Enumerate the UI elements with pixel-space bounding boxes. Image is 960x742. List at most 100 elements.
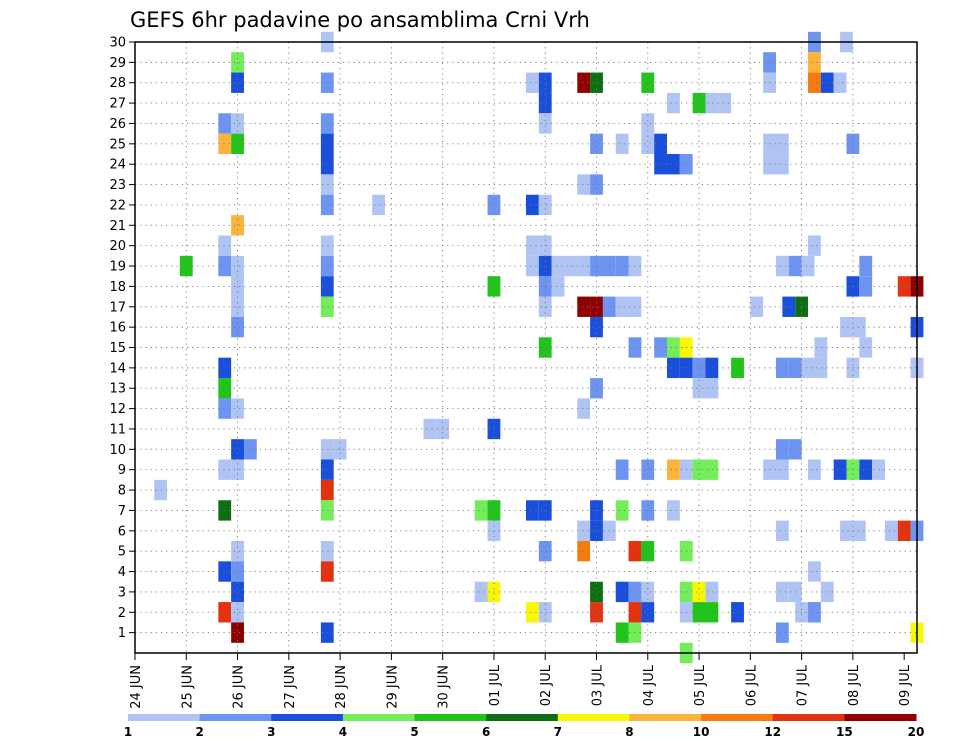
heatmap-cell [641,459,655,480]
heatmap-cell [705,602,719,623]
heatmap-cell [705,378,719,399]
heatmap-cell [667,500,680,521]
colorbar-swatch [128,714,201,721]
heatmap-cell [641,602,655,623]
x-tick-label: 08 JUL [847,664,862,706]
y-axis-ticks: 1234567891011121314151617181920212223242… [109,36,135,641]
colorbar-swatch [844,714,917,721]
heatmap-cell [423,418,437,440]
heatmap-cell [775,520,789,541]
heatmap-cell [897,276,911,297]
heatmap-cell [840,316,853,338]
heatmap-cell [218,398,232,419]
heatmap-cell [231,398,244,419]
heatmap-cell [538,296,552,317]
x-tick-label: 05 JUL [693,664,708,706]
heatmap-cell [808,602,821,623]
y-tick-label: 7 [118,504,126,519]
heatmap-cell [615,255,629,277]
heatmap-cell [320,479,334,501]
y-tick-label: 28 [109,76,126,91]
heatmap-cell [320,235,334,256]
heatmap-cell [320,540,334,562]
heatmap-cell [577,520,591,541]
heatmap-cell [231,439,244,460]
colorbar-swatch [271,714,344,721]
colorbar-label: 15 [836,725,853,739]
heatmap-cell [782,296,796,317]
x-tick-label: 30 JUN [437,665,452,709]
y-tick-label: 27 [109,97,126,112]
heatmap-cell [788,581,802,603]
heatmap-cell [218,113,232,134]
y-tick-label: 15 [109,341,126,356]
heatmap-cell [333,439,347,460]
x-tick-label: 29 JUN [385,665,400,709]
heatmap-cell [218,357,232,379]
heatmap-cell [859,459,873,480]
y-tick-label: 22 [109,198,126,213]
heatmap-cell [577,540,591,562]
y-tick-label: 13 [109,382,126,397]
colorbar-swatch [414,714,487,721]
heatmap-cell [775,439,789,460]
heatmap-cell [775,133,789,155]
heatmap-cell [538,194,552,216]
heatmap-cell [526,500,539,521]
heatmap-cell [692,92,706,114]
y-tick-label: 1 [118,626,126,641]
y-tick-label: 11 [109,422,126,437]
x-axis-ticks: 24 JUN 25 JUN 26 JUN 27 JUN 28 JUN 29 JUN 30 J… [129,653,913,709]
heatmap-cell [590,316,603,338]
grid-lines [135,42,917,653]
heatmap-cell [852,316,866,338]
heatmap-cell [615,459,629,480]
heatmap-cell [775,154,789,175]
heatmap-cell [692,459,706,480]
heatmap-cell [808,235,821,256]
heatmap-cell [320,72,334,93]
heatmap-cell [538,602,552,623]
heatmap-cell [577,174,591,195]
heatmap-cell [641,540,655,562]
heatmap-cell [474,500,488,521]
heatmap-cell [218,378,232,399]
heatmap-cell [590,296,603,317]
y-tick-label: 25 [109,137,126,152]
heatmap-cell [897,520,911,541]
heatmap-cell [884,520,898,541]
x-tick-label: 01 JUL [488,664,503,706]
y-tick-label: 14 [109,361,126,376]
heatmap-cell [538,540,552,562]
colorbar-swatch [342,714,416,721]
heatmap-cell [320,255,334,277]
x-tick-label: 28 JUN [334,665,349,709]
x-tick-label: 02 JUL [539,664,554,706]
heatmap-cell [218,602,232,623]
heatmap-cell [564,255,578,277]
y-tick-label: 20 [109,239,126,254]
heatmap-cell [577,72,591,93]
heatmap-cell [551,255,565,277]
heatmap-cell [590,520,603,541]
x-tick-label: 03 JUL [591,664,606,706]
heatmap-cell [154,479,168,501]
heatmap-cell [615,133,629,155]
heatmap-cell [231,113,244,134]
chart-title: GEFS 6hr padavine po ansamblima Crni Vrh [130,8,590,32]
colorbar-label: 4 [339,725,347,739]
heatmap-cell [320,276,334,297]
heatmap-cell [218,459,232,480]
heatmap-cell [218,500,232,521]
heatmap-cell [231,459,244,480]
heatmap-cell [218,133,232,155]
heatmap-cell [852,520,866,541]
heatmap-cell [750,296,764,317]
heatmap-cell [641,113,655,134]
x-tick-label: 06 JUL [744,664,759,706]
heatmap-cell [320,561,334,582]
heatmap-cell [833,459,847,480]
heatmap-cell [692,357,706,379]
heatmap-cell [526,72,539,93]
heatmap-cell [320,622,334,643]
